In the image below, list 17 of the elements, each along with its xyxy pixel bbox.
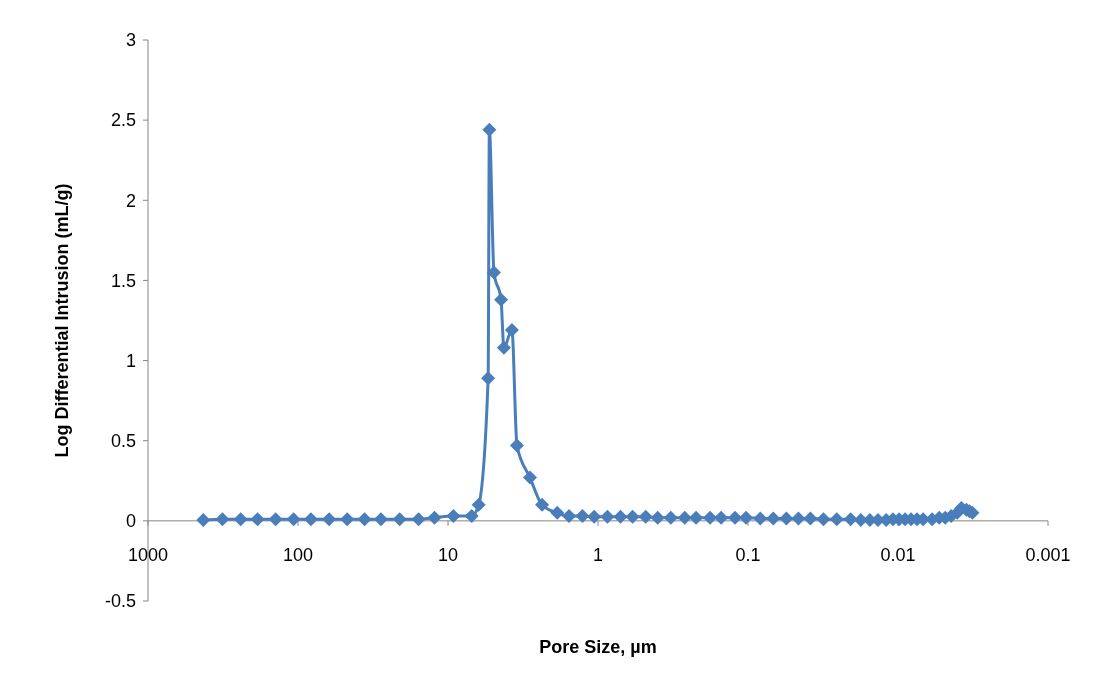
x-tick-label: 100: [282, 544, 314, 565]
y-tick-label: 0: [125, 511, 136, 532]
x-tick-label: 0.001: [1025, 544, 1071, 565]
y-tick-label: 2: [125, 190, 136, 211]
y-tick-label: 1: [125, 350, 136, 371]
x-tick-label: 0.01: [880, 544, 916, 565]
x-tick-label: 10: [437, 544, 459, 565]
y-tick-label: -0.5: [104, 591, 136, 612]
x-tick-label: 1000: [127, 544, 169, 565]
y-axis-title: Log Differential Intrusion (mL/g): [52, 183, 72, 458]
x-tick-label: 0.1: [735, 544, 761, 565]
y-tick-label: 3: [125, 30, 136, 51]
x-axis-title: Pore Size, µm: [539, 637, 657, 657]
y-tick-label: 0.5: [110, 431, 136, 452]
y-tick-label: 1.5: [110, 270, 136, 291]
x-tick-label: 1: [592, 544, 604, 565]
y-tick-label: 2.5: [110, 110, 136, 131]
